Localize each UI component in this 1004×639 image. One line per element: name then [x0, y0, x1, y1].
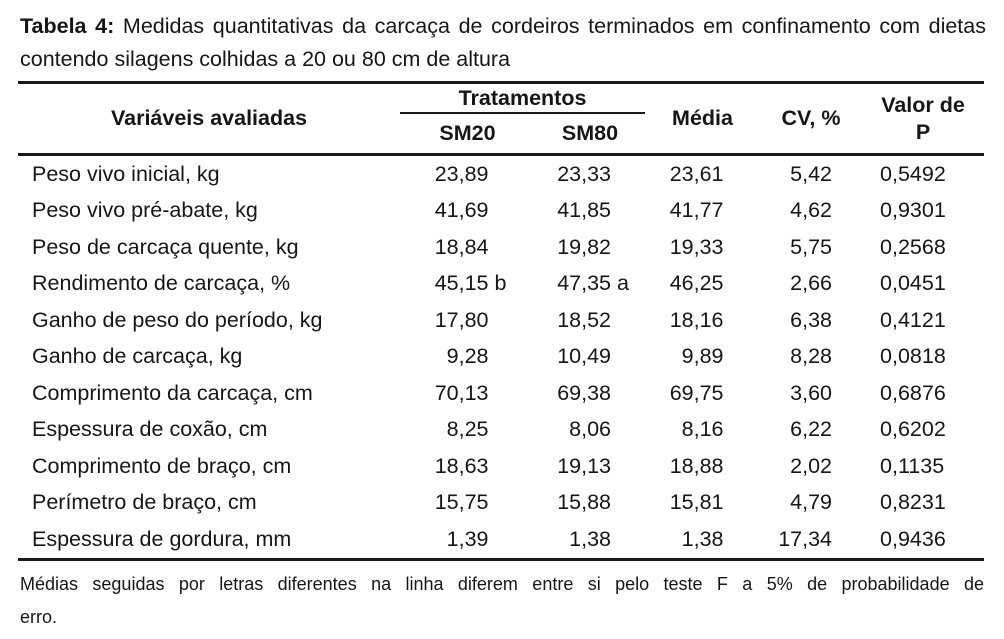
table-row: Peso vivo pré-abate, kg 41,69 41,85 41,77 4,…	[18, 193, 984, 230]
value-cell: 0,2568	[880, 234, 946, 259]
variable-cell: Espessura de gordura, mm	[32, 526, 292, 551]
value-cell: 0,4121	[880, 307, 946, 332]
value-cell: 23,89	[434, 161, 489, 186]
variable-cell: Ganho de peso do período, kg	[32, 307, 323, 332]
value-cell: 10,49	[557, 344, 611, 369]
value-cell: 18,63	[434, 453, 489, 478]
value-cell: 0,6876	[880, 380, 946, 405]
value-cell: 17,80	[434, 307, 489, 332]
value-cell: 4,79	[790, 490, 833, 515]
variable-cell: Comprimento de braço, cm	[32, 453, 292, 478]
header-sm80: SM80	[535, 113, 646, 156]
value-cell: 18,84	[434, 234, 489, 259]
variable-cell: Rendimento de carcaça, %	[32, 271, 291, 296]
table-caption: Tabela 4: Medidas quantitativas da carca…	[20, 10, 986, 76]
variable-cell: Peso vivo pré-abate, kg	[32, 198, 258, 223]
value-cell: 15,81	[669, 490, 724, 515]
value-cell: 1,39	[446, 526, 489, 551]
value-cell: 5,75	[790, 234, 833, 259]
value-cell: 41,69	[434, 198, 489, 223]
header-row-2: SM20 SM80	[18, 113, 984, 156]
value-cell: 69,75	[669, 380, 724, 405]
table-caption-label: Tabela 4:	[20, 14, 115, 38]
table-row: Comprimento da carcaça, cm 70,13 69,38 69,7…	[18, 375, 984, 412]
table-caption-text: Medidas quantitativas da carcaça de cord…	[20, 14, 986, 71]
header-sm20: SM20	[400, 113, 535, 156]
value-cell: 9,28	[446, 344, 489, 369]
value-cell: 8,16	[681, 417, 724, 442]
table-row: Espessura de gordura, mm 1,39 1,38 1,38 17,3…	[18, 521, 984, 559]
variable-cell: Peso de carcaça quente, kg	[32, 234, 299, 259]
value-cell: 0,9301	[880, 198, 946, 223]
header-treatments-group: Tratamentos	[400, 82, 646, 114]
value-cell: 0,6202	[880, 417, 946, 442]
value-cell: 47,35 a	[557, 271, 629, 296]
table-row: Comprimento de braço, cm 18,63 19,13 18,88 2…	[18, 448, 984, 485]
value-cell: 8,06	[569, 417, 611, 442]
value-cell: 46,25	[669, 271, 724, 296]
table-row: Perímetro de braço, cm 15,75 15,88 15,81 4,7…	[18, 485, 984, 522]
value-cell: 69,38	[557, 380, 611, 405]
variable-cell: Espessura de coxão, cm	[32, 417, 268, 442]
value-cell: 17,34	[778, 526, 833, 551]
value-cell: 4,62	[790, 198, 833, 223]
value-cell: 2,02	[790, 453, 833, 478]
value-cell: 0,8231	[880, 490, 946, 515]
value-cell: 0,9436	[880, 526, 946, 551]
value-cell: 1,38	[569, 526, 611, 551]
footnote-line-2: erro.	[20, 606, 58, 627]
value-cell: 19,33	[669, 234, 724, 259]
value-cell: 1,38	[681, 526, 724, 551]
header-cv: CV, %	[760, 82, 863, 156]
value-cell: 8,28	[790, 344, 833, 369]
value-cell: 0,0451	[880, 271, 946, 296]
results-table: Variáveis avaliadas Tratamentos Média CV…	[18, 81, 985, 561]
header-mean: Média	[645, 82, 761, 156]
table-row: Ganho de peso do período, kg 17,80 18,52 18…	[18, 302, 984, 339]
header-row-1: Variáveis avaliadas Tratamentos Média CV…	[18, 82, 985, 156]
value-cell: 18,88	[669, 453, 724, 478]
variable-cell: Peso vivo inicial, kg	[32, 161, 220, 186]
value-cell: 6,22	[790, 417, 833, 442]
value-cell: 9,89	[681, 344, 724, 369]
value-cell: 2,66	[790, 271, 833, 296]
header-p-value: Valor de P	[862, 82, 985, 156]
value-cell: 23,61	[669, 161, 724, 186]
value-cell: 3,60	[790, 380, 833, 405]
table-row: Peso vivo inicial, kg 23,89 23,33 23,61 5,42…	[18, 155, 984, 193]
value-cell: 45,15 b	[434, 271, 507, 296]
document-page: Tabela 4: Medidas quantitativas da carca…	[0, 10, 1004, 639]
table-row: Ganho de carcaça, kg 9,28 10,49 9,89 8,28 0,0…	[18, 339, 984, 376]
table-row: Peso de carcaça quente, kg 18,84 19,82 19,3…	[18, 229, 984, 266]
value-cell: 19,82	[557, 234, 611, 259]
value-cell: 19,13	[557, 453, 611, 478]
value-cell: 41,85	[557, 198, 611, 223]
value-cell: 6,38	[790, 307, 833, 332]
value-cell: 8,25	[446, 417, 489, 442]
variable-cell: Perímetro de braço, cm	[32, 490, 257, 515]
variable-cell: Ganho de carcaça, kg	[32, 344, 243, 369]
value-cell: 15,88	[557, 490, 611, 515]
table-body: Peso vivo inicial, kg 23,89 23,33 23,61 5,42…	[18, 155, 984, 560]
header-variables: Variáveis avaliadas	[18, 82, 400, 156]
table-row: Espessura de coxão, cm 8,25 8,06 8,16 6,22 0,…	[18, 412, 984, 449]
value-cell: 0,0818	[880, 344, 946, 369]
table-footnote: Médias seguidas por letras diferentes na…	[20, 568, 984, 634]
variable-cell: Comprimento da carcaça, cm	[32, 380, 313, 405]
value-cell: 18,16	[669, 307, 724, 332]
value-cell: 15,75	[434, 490, 489, 515]
value-cell: 70,13	[434, 380, 489, 405]
value-cell: 0,1135	[880, 453, 945, 478]
footnote-line-1: Médias seguidas por letras diferentes na…	[20, 573, 984, 594]
table-header: Variáveis avaliadas Tratamentos Média CV…	[18, 82, 985, 156]
value-cell: 0,5492	[880, 161, 946, 186]
value-cell: 5,42	[790, 161, 833, 186]
value-cell: 23,33	[557, 161, 611, 186]
table-row: Rendimento de carcaça, % 45,15 b 47,35 a 46,2…	[18, 266, 984, 303]
value-cell: 18,52	[557, 307, 611, 332]
value-cell: 41,77	[669, 198, 724, 223]
